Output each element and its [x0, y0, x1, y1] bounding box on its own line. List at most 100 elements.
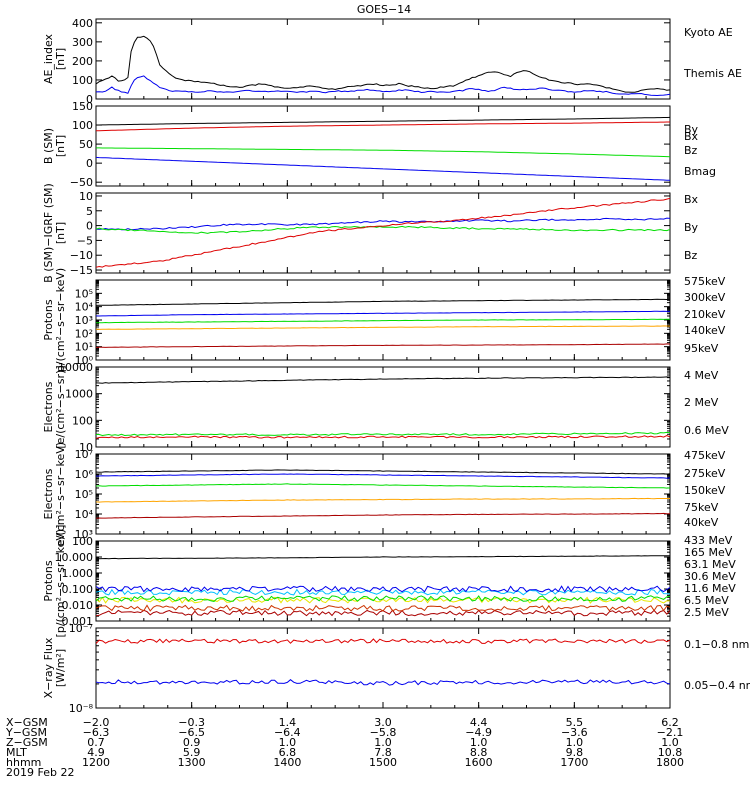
y-tick-label: 0 [86, 220, 93, 233]
legend-label: 150keV [684, 484, 726, 497]
x-row-label: Y−GSM [5, 726, 47, 739]
series-line-0-1-0-8-nm [96, 638, 670, 644]
legend-label: 210keV [684, 308, 726, 321]
series-line-2-mev [96, 431, 670, 437]
y-tick-label: 10³ [75, 528, 93, 541]
legend-label: 11.6 MeV [684, 582, 736, 595]
panel-frame [95, 540, 671, 622]
y-axis-label: e/(cm²−s−sr−keV) [54, 442, 67, 546]
series-group [96, 555, 670, 617]
x-row-value: 10.8 [658, 746, 683, 759]
x-row-value: −5.8 [370, 726, 397, 739]
legend-label: 300keV [684, 291, 726, 304]
y-tick-label: −10 [70, 249, 93, 262]
y-tick-label: 1.000 [62, 567, 94, 580]
x-row-value: 1200 [82, 756, 110, 769]
legend-label: 2 MeV [684, 396, 719, 409]
figure-title: GOES−14 [357, 3, 411, 16]
x-row-value: −0.3 [178, 716, 205, 729]
y-axis-label: AE_index [42, 33, 55, 84]
y-tick-label: 0 [86, 93, 93, 106]
y-tick-label: 10⁷ [75, 448, 93, 461]
series-line-bmag [96, 116, 670, 126]
x-row-label: X−GSM [6, 716, 48, 729]
x-row-value: 1.0 [374, 736, 392, 749]
y-axis-label: B (SM) [42, 128, 55, 164]
legend-label: 475keV [684, 449, 726, 462]
y-axis-label: B (SM)−IGRF (SM) [42, 183, 55, 283]
series-line-6-5-mev [96, 585, 670, 593]
x-row-value: −4.9 [465, 726, 492, 739]
legend-label: 95keV [684, 342, 719, 355]
y-tick-label: 100 [72, 119, 93, 132]
series-line-150kev [96, 483, 670, 489]
y-tick-label: 10³ [75, 314, 93, 327]
y-tick-label: 10¹ [75, 341, 93, 354]
y-tick-label: 5 [86, 205, 93, 218]
legend-label: 30.6 MeV [684, 570, 736, 583]
x-row-value: 1.0 [566, 736, 584, 749]
x-row-value: 4.9 [87, 746, 105, 759]
series-line-275kev [96, 497, 670, 503]
x-row-value: 5.5 [566, 716, 584, 729]
y-axis-label: [nT] [54, 135, 67, 157]
y-tick-label: 10.000 [55, 551, 94, 564]
series-line-kyoto-ae [96, 75, 670, 97]
x-row-value: 1600 [465, 756, 493, 769]
legend-label: 2.5 MeV [684, 606, 729, 619]
x-row-value: 0.7 [87, 736, 105, 749]
legend-label: 433 MeV [684, 534, 733, 547]
y-axis-label: Electrons [42, 468, 55, 519]
panel-electrons2: 10³ 10⁴ 10⁵ 10⁶ 10⁷ Electrons e/(cm²−s−sr−keV)… [42, 442, 726, 546]
y-tick-label: 10⁻⁷ [69, 622, 93, 635]
y-tick-label: 10⁻⁸ [69, 702, 94, 715]
x-row-value: 1.0 [661, 736, 679, 749]
series-line-40kev [96, 469, 670, 475]
legend-label: 0.1−0.8 nm [684, 638, 749, 651]
panel-bigrf: −15 −10 −50 5 10 B (SM)−IGRF (SM) [nT] Bx By Bz [42, 183, 699, 283]
y-tick-label: 10⁵ [75, 287, 93, 300]
x-row-value: 1700 [560, 756, 588, 769]
x-row-value: 9.8 [566, 746, 584, 759]
y-tick-label: 10⁴ [75, 508, 94, 521]
legend-label: 40keV [684, 516, 719, 529]
y-tick-label: 100 [72, 414, 93, 427]
series-line-140kev [96, 310, 670, 317]
y-axis-label: Electrons [42, 381, 55, 432]
legend-label: Bx [684, 193, 699, 206]
series-line-0-6-mev [96, 376, 670, 384]
x-row-value: −6.5 [178, 726, 205, 739]
y-tick-label: 0.010 [62, 599, 94, 612]
x-row-value: 7.8 [374, 746, 392, 759]
x-axis-table: X−GSM −2.0 −0.3 1.4 3.0 4.4 5.5 6.2 Y−GSM −6.3 −6.… [5, 716, 684, 779]
x-row-value: 1400 [273, 756, 301, 769]
series-line-75kev [96, 473, 670, 479]
legend-label: 4 MeV [684, 369, 719, 382]
legend-label: By [684, 123, 699, 136]
series-line-11-6-mev [96, 588, 670, 596]
series-line-by [96, 147, 670, 158]
legend-label: Kyoto AE [684, 26, 733, 39]
date-label: 2019 Feb 22 [6, 766, 74, 779]
legend-label: Bmag [684, 165, 716, 178]
y-tick-label: 10⁶ [75, 468, 94, 481]
series-group [96, 469, 670, 519]
y-axis-label: [nT] [54, 48, 67, 70]
x-row-value: −6.4 [274, 726, 301, 739]
series-group [96, 638, 670, 686]
series-line-95kev [96, 298, 670, 306]
legend-label: 140keV [684, 324, 726, 337]
x-row-value: −6.3 [83, 726, 110, 739]
y-axis-label: p/(cm²−s−sr−keV) [54, 268, 67, 372]
x-row-label: Z−GSM [6, 736, 48, 749]
y-tick-label: 10² [75, 327, 93, 340]
series-line-bz [96, 121, 670, 132]
x-row-value: 3.0 [374, 716, 392, 729]
y-tick-label: 10 [79, 190, 93, 203]
legend-label: Bz [684, 144, 698, 157]
x-row-value: −2.0 [83, 716, 110, 729]
